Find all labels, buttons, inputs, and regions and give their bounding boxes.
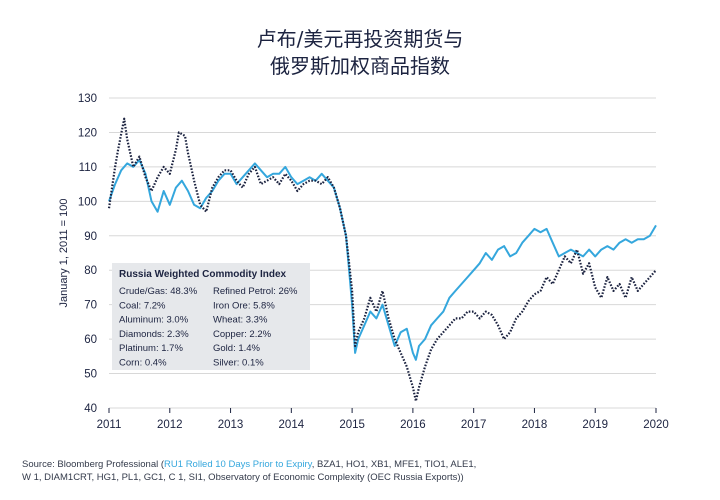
y-tick-label: 60 (84, 334, 97, 346)
legend-item: Corn: 0.4% (119, 358, 167, 369)
legend-item: Aluminum: 3.0% (119, 315, 189, 326)
x-tick-label: 2016 (400, 419, 426, 431)
source-note: Source: Bloomberg Professional (RU1 Roll… (22, 458, 712, 484)
x-tick-label: 2015 (339, 419, 365, 431)
y-axis-ticks: 40 50 60 70 80 90 100 110 120 130 (78, 93, 97, 415)
legend-item: Platinum: 1.7% (119, 343, 183, 354)
legend-background (112, 263, 310, 370)
legend-item: Refined Petrol: 26% (213, 286, 298, 297)
x-tick-label: 2013 (218, 419, 244, 431)
legend-item: Iron Ore: 5.8% (213, 300, 275, 311)
y-axis-label: January 1, 2011 = 100 (58, 199, 70, 308)
source-line-2: W 1, DIAM1CRT, HG1, PL1, GC1, C 1, SI1, … (22, 472, 464, 483)
legend-item: Gold: 1.4% (213, 343, 261, 354)
legend-item: Crude/Gas: 48.3% (119, 286, 198, 297)
chart-title-line-1: 卢布/美元再投资期货与 (256, 27, 464, 51)
y-tick-label: 110 (79, 162, 97, 174)
y-tick-label: 50 (84, 369, 97, 381)
x-tick-label: 2014 (279, 419, 305, 431)
y-tick-label: 130 (78, 93, 97, 105)
x-tick-label: 2020 (643, 419, 669, 431)
legend-item: Silver: 0.1% (213, 358, 264, 369)
source-prefix: Source: Bloomberg Professional ( (22, 459, 165, 470)
weights-legend: Russia Weighted Commodity Index Crude/Ga… (112, 263, 310, 370)
x-tick-label: 2017 (461, 419, 487, 431)
x-tick-label: 2019 (582, 419, 608, 431)
chart-title: 卢布/美元再投资期货与 俄罗斯加权商品指数 (0, 26, 720, 80)
x-tick-label: 2012 (157, 419, 183, 431)
y-tick-label: 80 (84, 265, 97, 277)
y-tick-label: 120 (78, 127, 97, 139)
y-tick-label: 90 (84, 231, 97, 243)
rub_usd-series-line (108, 159, 657, 361)
y-tick-label: 70 (84, 300, 97, 312)
y-tick-label: 100 (78, 196, 97, 208)
chart-title-line-2: 俄罗斯加权商品指数 (270, 54, 450, 78)
legend-item: Wheat: 3.3% (213, 315, 268, 326)
source-suffix: , BZA1, HO1, XB1, MFE1, TIO1, ALE1, (311, 459, 477, 470)
legend-item: Copper: 2.2% (213, 329, 272, 340)
legend-item: Coal: 7.2% (119, 300, 166, 311)
series-lines (107, 117, 657, 403)
source-highlight: RU1 Rolled 10 Days Prior to Expiry (164, 459, 312, 470)
legend-title: Russia Weighted Commodity Index (119, 269, 286, 280)
x-tick-label: 2011 (97, 419, 122, 431)
x-axis-ticks: 2011 2012 2013 2014 2015 2016 2017 2018 2019 2020 (97, 408, 669, 431)
x-tick-label: 2018 (522, 419, 548, 431)
commodity_index-series-line (107, 117, 657, 403)
legend-item: Diamonds: 2.3% (119, 329, 189, 340)
y-tick-label: 40 (84, 403, 97, 415)
